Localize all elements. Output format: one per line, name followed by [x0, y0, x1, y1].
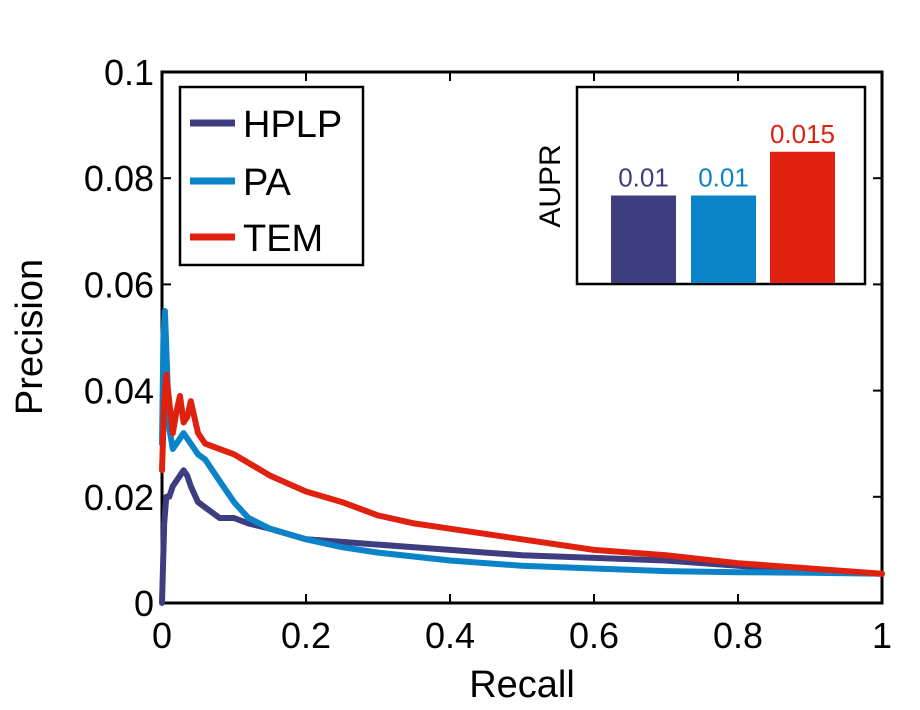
x-tick-label: 1 [872, 615, 892, 656]
axis-ticks: 0 0.2 0.4 0.6 0.8 1 0 0.02 0.04 0.06 0.08 0.1 [84, 52, 892, 656]
aupr-inset: AUPR 0.01 0.01 0.015 [534, 85, 867, 286]
legend-label-tem: TEM [243, 218, 323, 260]
y-tick-label: 0.04 [84, 371, 154, 412]
x-tick-label: 0.2 [281, 615, 331, 656]
x-tick-label: 0 [152, 615, 172, 656]
aupr-bars: 0.01 0.01 0.015 [611, 119, 835, 283]
aupr-value-label: 0.01 [618, 163, 669, 193]
pr-curves [159, 308, 885, 606]
y-tick-label: 0 [134, 583, 154, 624]
aupr-bar-tem [770, 151, 835, 283]
series-line-tem [159, 371, 885, 577]
x-tick-label: 0.6 [569, 615, 619, 656]
aupr-bar-pa [691, 195, 756, 283]
y-tick-label: 0.06 [84, 264, 154, 305]
series-line-hplp [159, 467, 885, 606]
x-axis-title: Recall [469, 664, 575, 706]
aupr-value-label: 0.015 [770, 119, 835, 149]
y-tick-label: 0.1 [104, 52, 154, 93]
aupr-value-label: 0.01 [698, 163, 749, 193]
legend-label-hplp: HPLP [243, 104, 342, 146]
aupr-bar-hplp [611, 195, 676, 283]
x-tick-label: 0.8 [713, 615, 763, 656]
y-tick-label: 0.08 [84, 158, 154, 199]
inset-y-axis-title: AUPR [534, 144, 567, 227]
y-axis-title: Precision [9, 259, 51, 415]
y-tick-label: 0.02 [84, 477, 154, 518]
legend: HPLP PA TEM [178, 85, 365, 267]
legend-label-pa: PA [243, 162, 292, 204]
x-tick-label: 0.4 [425, 615, 475, 656]
